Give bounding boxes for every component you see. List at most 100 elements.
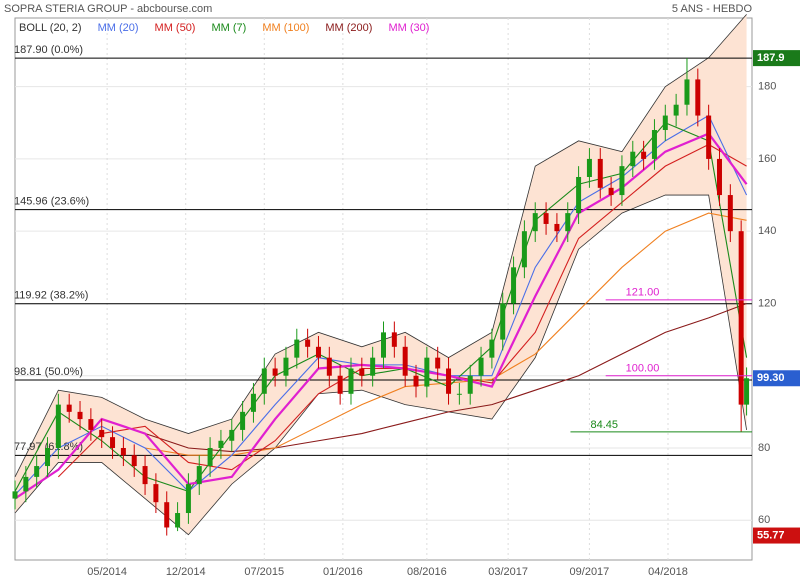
moving-average: [14, 122, 748, 492]
plot-frame: [14, 17, 753, 561]
chart-title: SOPRA STERIA GROUP - abcbourse.com: [4, 3, 212, 15]
candle-body: [229, 429, 235, 441]
candle-body: [424, 357, 430, 387]
y-tick-label: 140: [758, 225, 776, 237]
x-tick-label: 05/2014: [87, 566, 127, 578]
x-tick-label: 07/2015: [244, 566, 284, 578]
candle-body: [456, 393, 462, 395]
candle-body: [489, 339, 495, 358]
legend-entry: MM (20): [98, 22, 139, 34]
y-tick-label: 160: [758, 153, 776, 165]
price-badge: [753, 527, 800, 544]
fib-label: 187.90 (0.0%): [14, 44, 83, 56]
candle-body: [744, 378, 750, 405]
x-tick-label: 09/2017: [570, 566, 610, 578]
y-tick-label: 180: [758, 81, 776, 93]
candle-body: [207, 447, 213, 467]
annotation-label: 121.00: [626, 287, 660, 299]
candle-body: [196, 466, 202, 485]
price-badge: [753, 370, 800, 387]
price-badge-label: 187.9: [757, 52, 785, 64]
y-tick-label: 60: [758, 514, 770, 526]
y-tick-label: 120: [758, 297, 776, 309]
candle-body: [500, 303, 506, 340]
fib-label: 145.96 (23.6%): [14, 196, 89, 208]
candle-body: [250, 393, 256, 412]
candle-body: [294, 339, 300, 358]
candle-body: [218, 440, 224, 448]
candle-body: [684, 79, 690, 105]
candle-body: [597, 158, 603, 188]
candle-body: [511, 267, 517, 304]
candle-body: [261, 368, 267, 394]
price-badge-label: 99.30: [757, 372, 785, 384]
candle-body: [651, 130, 657, 159]
candle-body: [77, 411, 83, 420]
fib-label: 119.92 (38.2%): [14, 290, 88, 302]
candle-body: [619, 166, 625, 196]
candle-body: [402, 346, 408, 376]
candle-body: [543, 213, 549, 224]
legend-entry: MM (50): [155, 22, 196, 34]
candle-body: [673, 104, 679, 116]
candle-body: [641, 151, 647, 159]
annotation-label: 100.00: [626, 363, 660, 375]
candle-body: [110, 437, 116, 448]
candle-body: [381, 332, 386, 358]
candle-body: [66, 404, 72, 412]
price-badge-label: 55.77: [757, 529, 785, 541]
candle-body: [348, 368, 354, 394]
legend-entry: MM (100): [262, 22, 309, 34]
candle-body: [45, 447, 51, 467]
candle-body: [532, 213, 538, 232]
candle-body: [738, 231, 744, 405]
candle-body: [359, 368, 365, 376]
x-tick-label: 08/2016: [407, 566, 447, 578]
candle-body: [131, 455, 137, 467]
candle-body: [576, 176, 582, 214]
candle-body: [240, 411, 246, 430]
candle-body: [12, 491, 18, 499]
candle-body: [272, 368, 278, 376]
candle-body: [716, 158, 722, 196]
candle-body: [315, 346, 321, 358]
candle-body: [305, 339, 311, 347]
price-badge: [753, 50, 800, 67]
candle-body: [23, 476, 29, 492]
candle-body: [435, 357, 441, 369]
x-tick-label: 01/2016: [323, 566, 363, 578]
candle-body: [695, 79, 701, 116]
candle-body: [413, 375, 419, 387]
moving-average: [144, 302, 747, 453]
legend-entry: MM (30): [388, 22, 429, 34]
candle-body: [120, 447, 126, 456]
x-tick-label: 03/2017: [488, 566, 528, 578]
candle-body: [34, 466, 40, 477]
annotation-label: 84.45: [590, 419, 618, 431]
candle-body: [283, 357, 289, 376]
candle-body: [608, 187, 614, 196]
candle-body: [630, 151, 636, 167]
candle-body: [142, 466, 148, 485]
candle-body: [99, 429, 105, 438]
candle-body: [370, 357, 376, 376]
legend-entry: BOLL (20, 2): [19, 22, 82, 34]
candle-body: [164, 502, 170, 528]
candle-body: [153, 484, 159, 503]
candle-body: [446, 368, 452, 394]
candle-body: [478, 357, 484, 376]
candle-body: [467, 375, 473, 394]
candle-body: [706, 115, 712, 159]
candle-body: [175, 513, 181, 528]
candle-body: [391, 332, 397, 347]
candle-body: [185, 484, 191, 514]
candle-body: [586, 158, 592, 177]
candle-body: [554, 223, 560, 232]
y-tick-label: 80: [758, 442, 770, 454]
candle-body: [55, 404, 61, 448]
x-tick-label: 12/2014: [166, 566, 206, 578]
candle-body: [727, 195, 733, 232]
legend-entry: MM (200): [325, 22, 372, 34]
candle-body: [337, 375, 343, 394]
